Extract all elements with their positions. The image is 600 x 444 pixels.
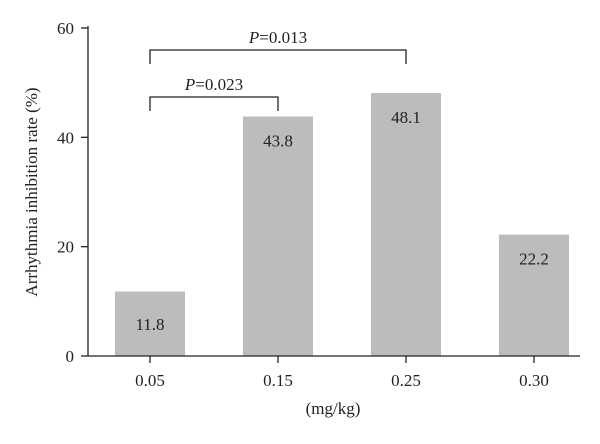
x-tick-label-0.25: 0.25 bbox=[391, 371, 421, 390]
x-tick-label-0.05: 0.05 bbox=[135, 371, 165, 390]
x-tick-label-0.15: 0.15 bbox=[263, 371, 293, 390]
y-tick-label-40: 40 bbox=[57, 128, 74, 147]
p-symbol: P bbox=[184, 75, 195, 94]
significance-bracket-2 bbox=[149, 49, 407, 64]
value-label-0.25: 48.1 bbox=[391, 108, 421, 127]
value-label-0.15: 43.8 bbox=[263, 132, 293, 151]
y-tick-label-60: 60 bbox=[57, 19, 74, 38]
significance-label-2: P=0.013 bbox=[248, 28, 307, 47]
y-tick-label-0: 0 bbox=[66, 347, 75, 366]
bar-0.05 bbox=[115, 291, 185, 356]
bar-0.25 bbox=[371, 93, 441, 356]
value-label-0.05: 11.8 bbox=[135, 315, 164, 334]
bar-0.15 bbox=[243, 116, 313, 356]
plot-area: 11.8 43.8 48.1 22.2 0 20 40 60 0.05 0.15 0.25 0.30 P… bbox=[57, 19, 580, 390]
significance-label-1: P=0.023 bbox=[184, 75, 243, 94]
p-value: =0.013 bbox=[259, 28, 307, 47]
x-axis-title: (mg/kg) bbox=[306, 399, 361, 418]
bar-0.30 bbox=[499, 234, 569, 356]
value-label-0.30: 22.2 bbox=[519, 250, 549, 269]
significance-bracket-1 bbox=[149, 96, 279, 111]
y-axis-title: Arrhythmia inhibition rate (%) bbox=[22, 87, 41, 296]
p-symbol: P bbox=[248, 28, 259, 47]
p-value: =0.023 bbox=[195, 75, 243, 94]
x-tick-label-0.30: 0.30 bbox=[519, 371, 549, 390]
y-tick-label-20: 20 bbox=[57, 238, 74, 257]
